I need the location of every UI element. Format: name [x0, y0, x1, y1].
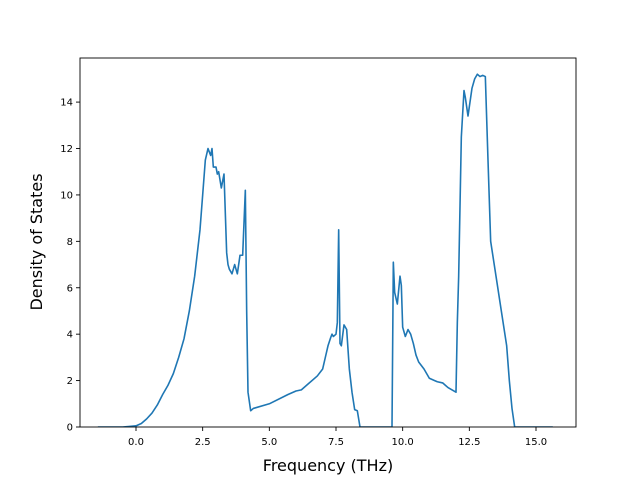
y-tick-label: 0 — [67, 423, 73, 434]
x-tick-label: 12.5 — [458, 437, 480, 448]
plot-area — [97, 73, 553, 427]
y-tick-label: 10 — [60, 190, 73, 201]
y-tick-label: 8 — [67, 237, 73, 248]
x-axis-label: Frequency (THz) — [263, 456, 393, 475]
y-tick-label: 2 — [67, 376, 73, 387]
y-tick-label: 6 — [67, 283, 73, 294]
y-tick-label: 14 — [60, 98, 73, 109]
y-tick-label: 4 — [67, 330, 73, 341]
series-line-0 — [97, 73, 553, 427]
x-tick-label: 5.0 — [261, 437, 277, 448]
axes-frame — [79, 57, 577, 428]
y-tick-label: 12 — [60, 144, 73, 155]
x-tick-label: 10.0 — [392, 437, 414, 448]
y-axis-label: Density of States — [27, 173, 46, 310]
x-tick-label: 0.0 — [128, 437, 144, 448]
axes: 0.0 2.5 5.0 7.5 10.0 12.5 15.0 0 2 4 6 8 10 12 14 — [60, 57, 577, 448]
x-tick-label: 2.5 — [195, 437, 211, 448]
x-tick-label: 7.5 — [328, 437, 344, 448]
x-tick-label: 15.0 — [525, 437, 547, 448]
